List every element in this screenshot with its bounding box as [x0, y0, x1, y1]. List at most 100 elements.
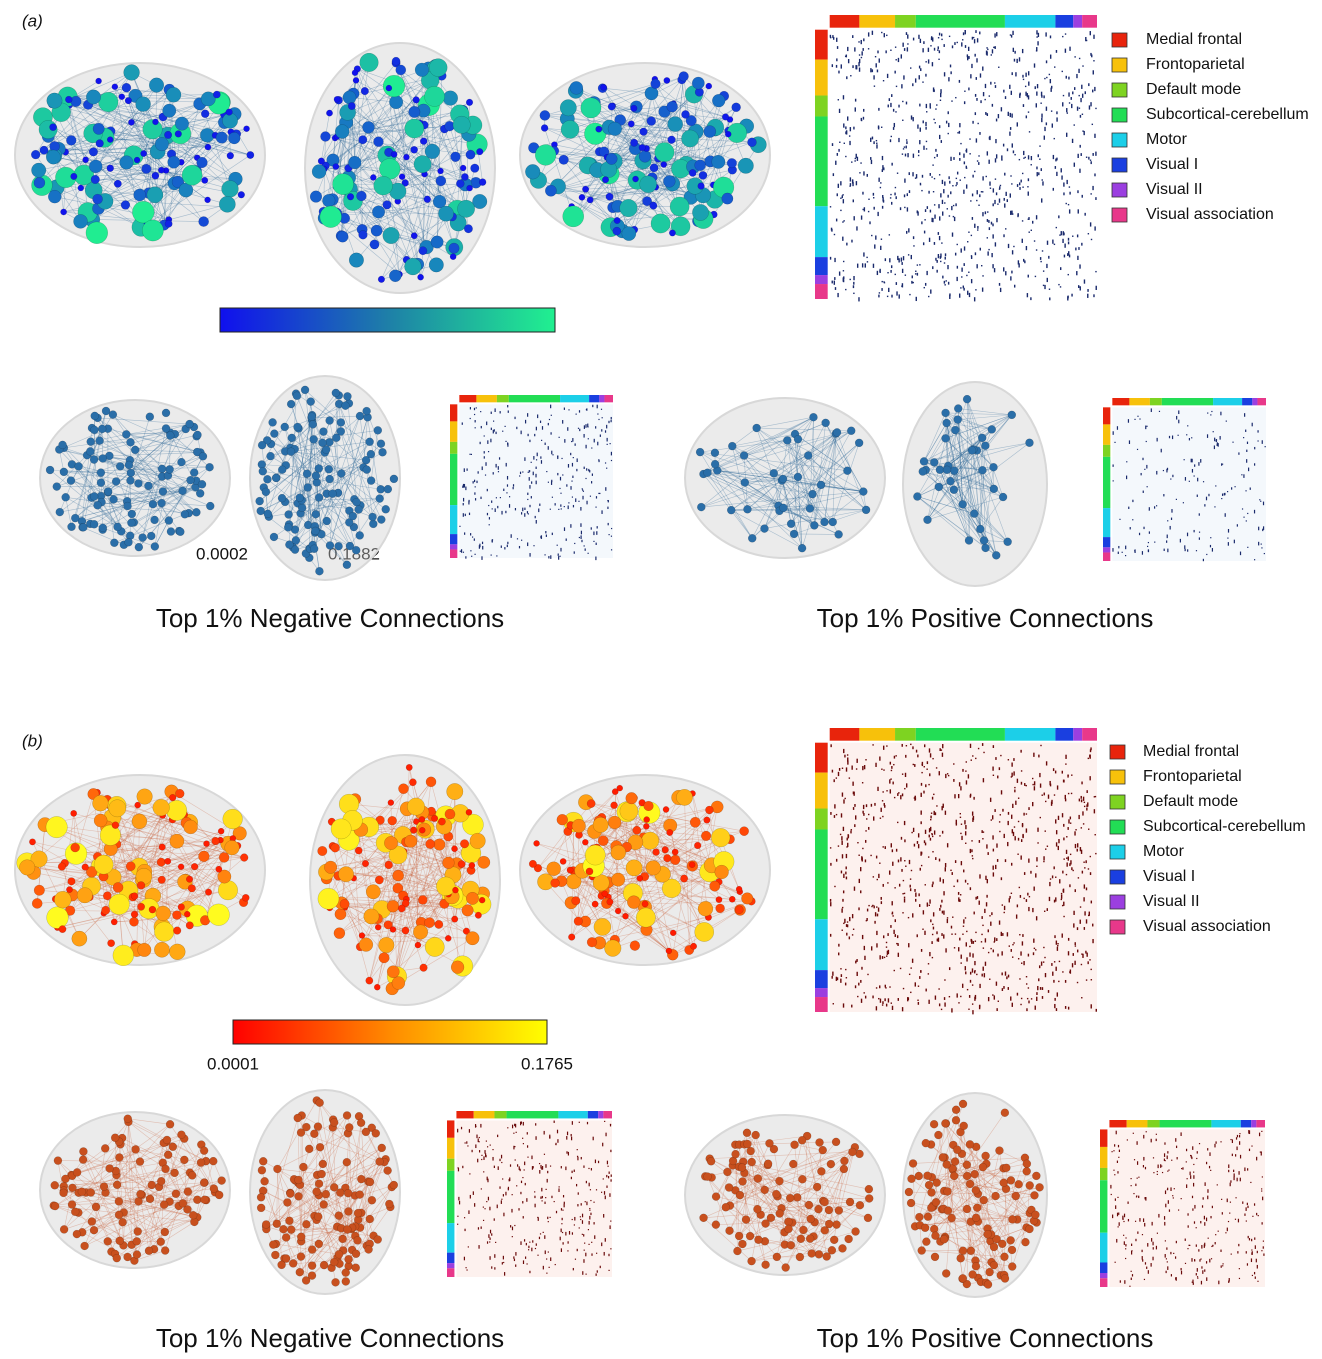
matrix-cell — [881, 239, 882, 240]
node — [87, 438, 95, 446]
node — [240, 854, 248, 862]
matrix-cell — [1172, 475, 1173, 477]
matrix-cell — [861, 40, 862, 44]
matrix-cell — [845, 156, 846, 157]
matrix-cell — [1058, 846, 1059, 850]
matrix-cell — [907, 193, 908, 196]
node — [393, 870, 404, 881]
matrix-cell — [1246, 450, 1247, 452]
matrix-cell — [842, 221, 843, 222]
node — [247, 151, 254, 158]
matrix-cell — [1008, 812, 1009, 815]
network-bar-left — [450, 544, 457, 549]
matrix-cell — [879, 269, 880, 273]
matrix-cell — [1084, 911, 1085, 915]
matrix-cell — [1043, 95, 1044, 98]
network-bar-top — [509, 395, 560, 402]
matrix-cell — [890, 103, 891, 107]
node — [388, 816, 397, 825]
node — [388, 800, 394, 806]
matrix-cell — [930, 919, 931, 922]
matrix-cell — [1036, 215, 1037, 219]
network-bar-top — [1257, 398, 1266, 405]
matrix-cell — [929, 905, 930, 906]
matrix-cell — [879, 58, 880, 62]
node — [107, 165, 114, 172]
node — [710, 881, 720, 891]
node — [347, 193, 354, 200]
matrix-cell — [527, 499, 528, 500]
matrix-cell — [851, 161, 852, 162]
matrix-cell — [876, 63, 877, 67]
matrix-cell — [855, 158, 856, 159]
matrix-cell — [984, 99, 985, 100]
node — [420, 138, 427, 145]
matrix-cell — [898, 105, 899, 108]
matrix-cell — [1263, 502, 1264, 506]
node — [285, 541, 293, 549]
matrix-cell — [1264, 553, 1265, 554]
matrix-cell — [904, 179, 905, 183]
matrix-cell — [610, 443, 611, 444]
matrix-cell — [1009, 85, 1010, 89]
matrix-cell — [1041, 118, 1042, 122]
matrix-cell — [941, 39, 942, 40]
node — [110, 539, 118, 547]
node — [135, 543, 143, 551]
matrix-cell — [956, 277, 957, 281]
matrix-cell — [1003, 267, 1004, 271]
matrix-cell — [1029, 131, 1030, 132]
matrix-cell — [972, 175, 973, 178]
matrix-cell — [1051, 963, 1052, 966]
matrix-cell — [923, 41, 924, 44]
matrix-cell — [949, 996, 950, 997]
matrix-cell — [1069, 884, 1070, 887]
matrix-cell — [913, 245, 914, 246]
matrix-cell — [524, 513, 525, 517]
node — [377, 516, 385, 524]
matrix-cell — [1054, 961, 1055, 962]
node — [451, 961, 464, 974]
node — [90, 520, 98, 528]
matrix-cell — [1017, 184, 1018, 187]
matrix-cell — [969, 946, 970, 947]
matrix-cell — [579, 410, 580, 412]
matrix-cell — [863, 38, 864, 41]
node — [670, 197, 689, 216]
matrix-cell — [830, 812, 831, 815]
node — [630, 941, 640, 951]
matrix-cell — [830, 899, 831, 902]
matrix-cell — [1069, 102, 1070, 103]
matrix-cell — [535, 516, 536, 518]
node — [725, 131, 731, 137]
matrix-cell — [1194, 530, 1195, 532]
matrix-cell — [843, 123, 844, 127]
matrix-cell — [969, 293, 970, 297]
matrix-cell — [876, 144, 877, 148]
matrix-cell — [500, 411, 501, 413]
node — [226, 109, 233, 116]
matrix-cell — [1211, 411, 1212, 412]
matrix-cell — [1088, 829, 1089, 830]
matrix-cell — [913, 154, 914, 158]
matrix-cell — [999, 920, 1000, 924]
node — [698, 901, 713, 916]
matrix-cell — [864, 207, 865, 211]
matrix-cell — [1228, 542, 1229, 546]
caption: Top 1% Positive Connections — [817, 603, 1154, 633]
matrix-cell — [1028, 219, 1029, 220]
matrix-cell — [1074, 87, 1075, 90]
node — [175, 131, 182, 138]
node — [727, 506, 735, 514]
node — [606, 153, 617, 164]
matrix-cell — [996, 32, 997, 36]
matrix-cell — [574, 551, 575, 553]
matrix-cell — [912, 83, 913, 86]
matrix-cell — [1210, 414, 1211, 415]
legend-swatch — [1112, 183, 1127, 197]
matrix-cell — [895, 59, 896, 60]
matrix-cell — [1044, 793, 1045, 796]
matrix-cell — [947, 265, 948, 269]
matrix-cell — [891, 770, 892, 771]
matrix-cell — [1139, 418, 1140, 419]
